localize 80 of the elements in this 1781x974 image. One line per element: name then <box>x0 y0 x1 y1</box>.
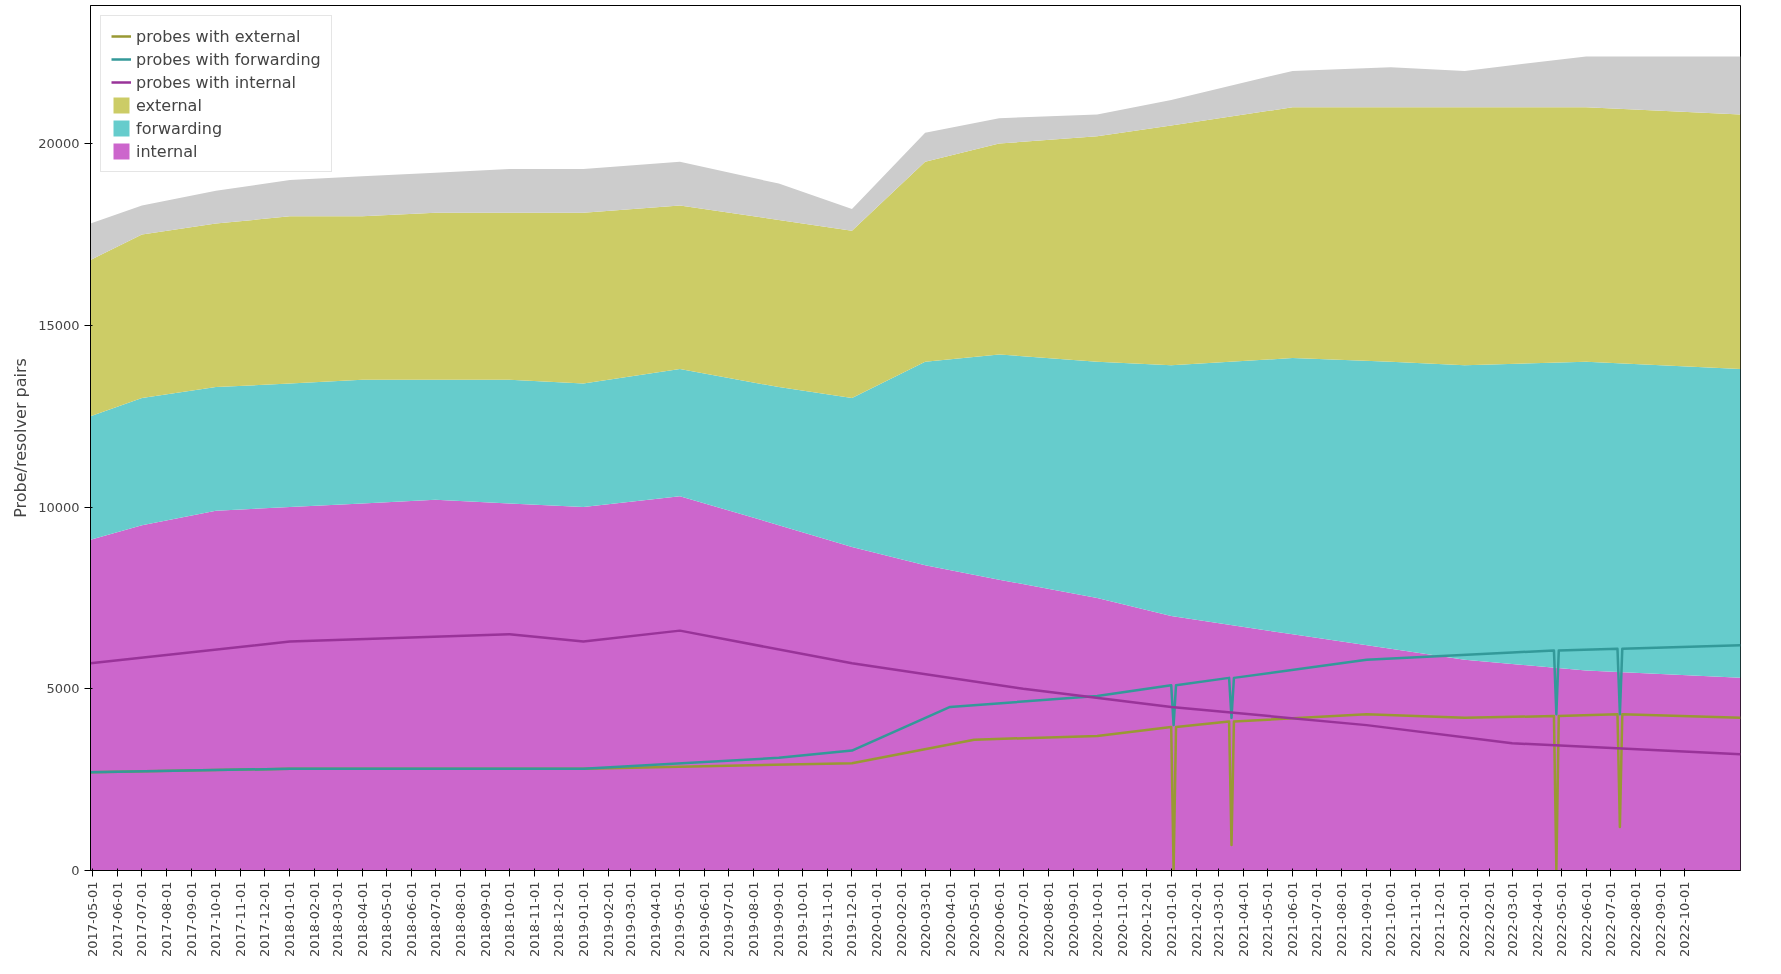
x-tick-label: 2021-06-01 <box>1285 881 1301 958</box>
x-tick-label: 2018-10-01 <box>501 881 517 958</box>
x-tick-label: 2021-12-01 <box>1432 881 1448 958</box>
x-tick-label: 2021-08-01 <box>1334 881 1350 958</box>
x-tick-label: 2017-11-01 <box>233 881 249 958</box>
x-tick-label: 2022-06-01 <box>1578 881 1594 958</box>
x-tick-label: 2021-05-01 <box>1260 881 1276 958</box>
x-tick-label: 2019-11-01 <box>820 881 836 958</box>
x-tick-label: 2019-07-01 <box>721 881 737 958</box>
x-tick-label: 2020-10-01 <box>1089 881 1105 958</box>
x-tick-label: 2018-04-01 <box>354 881 370 958</box>
x-tick-label: 2018-03-01 <box>329 881 345 958</box>
x-tick-label: 2018-12-01 <box>550 881 566 958</box>
x-tick-label: 2022-05-01 <box>1553 881 1569 958</box>
x-tick-label: 2018-01-01 <box>282 881 298 958</box>
x-tick-label: 2019-05-01 <box>672 881 688 958</box>
x-tick-label: 2022-07-01 <box>1602 881 1618 958</box>
x-tick-label: 2018-05-01 <box>378 881 394 958</box>
x-tick-label: 2020-02-01 <box>894 881 910 958</box>
x-tick-label: 2018-11-01 <box>526 881 542 958</box>
x-tick-label: 2021-07-01 <box>1309 881 1325 958</box>
x-tick-label: 2020-07-01 <box>1015 881 1031 958</box>
legend-label: probes with forwarding <box>136 49 321 69</box>
x-tick-label: 2017-10-01 <box>208 881 224 958</box>
x-tick-label: 2018-06-01 <box>403 881 419 958</box>
x-tick-label: 2021-04-01 <box>1236 881 1252 958</box>
x-tick-label: 2020-11-01 <box>1114 881 1130 958</box>
line-series <box>90 643 1741 774</box>
x-tick-label: 2017-08-01 <box>159 881 175 958</box>
x-tick-label: 2019-08-01 <box>746 881 762 958</box>
x-tick-label: 2019-01-01 <box>575 881 591 958</box>
x-tick-label: 2020-03-01 <box>917 881 933 958</box>
x-tick-label: 2017-07-01 <box>134 881 150 958</box>
x-tick-label: 2022-03-01 <box>1504 881 1520 958</box>
x-tick-label: 2018-09-01 <box>477 881 493 958</box>
y-tick-label: 20000 <box>38 136 80 152</box>
x-tick-label: 2017-12-01 <box>257 881 273 958</box>
x-tick-label: 2019-12-01 <box>844 881 860 958</box>
y-tick-label: 0 <box>71 863 80 878</box>
x-tick-label: 2019-02-01 <box>600 881 616 958</box>
x-tick-label: 2019-09-01 <box>771 881 787 958</box>
y-tick-label: 10000 <box>38 499 80 515</box>
legend-label: external <box>136 95 202 115</box>
x-tick-label: 2022-04-01 <box>1529 881 1545 958</box>
x-tick-label: 2022-01-01 <box>1457 881 1473 958</box>
x-tick-label: 2020-04-01 <box>942 881 958 958</box>
line-series <box>90 629 1741 756</box>
x-tick-label: 2020-08-01 <box>1040 881 1056 958</box>
y-tick-label: 15000 <box>38 317 80 333</box>
x-tick-label: 2022-02-01 <box>1482 881 1498 958</box>
x-tick-label: 2022-10-01 <box>1676 881 1692 958</box>
x-tick-label: 2019-06-01 <box>697 881 713 958</box>
x-tick-label: 2020-01-01 <box>869 881 885 958</box>
legend-label: forwarding <box>136 118 223 138</box>
x-tick-label: 2019-03-01 <box>623 881 639 958</box>
legend-label: probes with internal <box>136 72 297 92</box>
x-tick-label: 2020-12-01 <box>1138 881 1154 958</box>
x-tick-label: 2018-02-01 <box>307 881 323 958</box>
x-tick-label: 2020-09-01 <box>1065 881 1081 958</box>
y-axis-title: Probe/resolver pairs <box>11 358 31 518</box>
x-tick-label: 2021-11-01 <box>1408 881 1424 958</box>
x-tick-label: 2017-09-01 <box>184 881 200 958</box>
x-tick-label: 2021-02-01 <box>1188 881 1204 958</box>
x-tick-label: 2018-07-01 <box>427 881 443 958</box>
legend-label: internal <box>136 141 198 161</box>
x-tick-label: 2022-09-01 <box>1652 881 1668 958</box>
x-tick-label: 2019-04-01 <box>648 881 664 958</box>
x-tick-label: 2021-10-01 <box>1383 881 1399 958</box>
x-tick-label: 2017-06-01 <box>110 881 126 958</box>
x-tick-label: 2021-03-01 <box>1211 881 1227 958</box>
x-tick-label: 2019-10-01 <box>795 881 811 958</box>
x-tick-label: 2017-05-01 <box>85 881 101 958</box>
x-tick-label: 2021-09-01 <box>1359 881 1375 958</box>
x-tick-label: 2020-05-01 <box>966 881 982 958</box>
x-tick-label: 2020-06-01 <box>991 881 1007 958</box>
x-tick-label: 2021-01-01 <box>1163 881 1179 958</box>
x-tick-label: 2018-08-01 <box>452 881 468 958</box>
y-tick-label: 5000 <box>46 681 80 697</box>
x-tick-label: 2022-08-01 <box>1627 881 1643 958</box>
legend-label: probes with external <box>136 26 301 46</box>
